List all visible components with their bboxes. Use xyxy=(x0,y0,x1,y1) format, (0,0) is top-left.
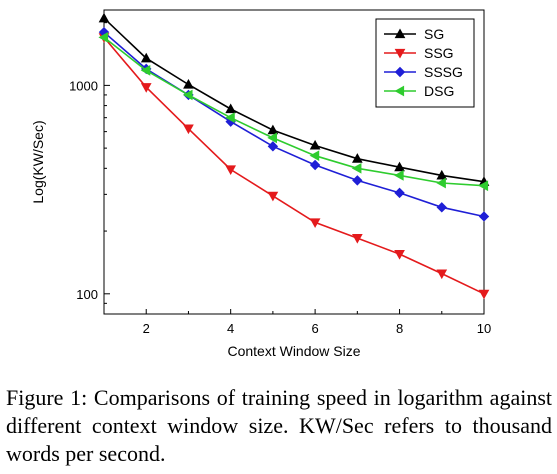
data-point xyxy=(140,65,151,76)
legend-marker xyxy=(394,66,406,78)
data-point xyxy=(140,83,152,93)
data-point xyxy=(394,170,404,181)
legend-item-sssg: SSSG xyxy=(384,64,463,80)
figure-caption: Figure 1: Comparisons of training speed … xyxy=(6,385,552,466)
data-point xyxy=(225,103,237,114)
axis-ticks: 2 4 6 8 10 100 1000 xyxy=(69,22,491,336)
data-point xyxy=(352,175,363,186)
data-point xyxy=(267,132,277,144)
data-point xyxy=(351,153,363,163)
data-point xyxy=(394,250,405,260)
series-dsg xyxy=(98,32,489,192)
y-axis-label: Log(KW/Sec) xyxy=(30,120,46,203)
data-point xyxy=(394,187,405,199)
legend-item-dsg: DSG xyxy=(384,83,454,99)
data-point xyxy=(351,234,363,244)
data-series xyxy=(98,12,490,300)
series-line xyxy=(103,17,485,183)
data-point xyxy=(309,139,321,150)
data-point xyxy=(478,211,490,222)
data-point xyxy=(309,159,321,171)
series-ssg xyxy=(98,33,490,300)
data-point xyxy=(183,124,194,135)
legend-label: SG xyxy=(424,26,444,42)
series-line xyxy=(103,36,485,295)
data-point xyxy=(436,169,448,180)
data-point xyxy=(436,177,446,189)
legend-item-ssg: SSG xyxy=(384,45,454,61)
series-line xyxy=(103,36,485,187)
data-point xyxy=(140,52,152,63)
data-point xyxy=(98,12,110,23)
legend-item-sg: SG xyxy=(384,26,444,42)
data-point xyxy=(436,202,447,213)
data-point xyxy=(182,89,193,101)
data-point xyxy=(309,150,320,162)
data-point xyxy=(478,180,489,192)
legend-label: SSSG xyxy=(424,64,463,80)
data-point xyxy=(183,78,194,89)
plot-frame xyxy=(103,9,485,315)
x-tick-label: 4 xyxy=(227,321,234,336)
x-tick-label: 2 xyxy=(143,321,150,336)
data-point xyxy=(351,162,362,174)
legend-label: DSG xyxy=(424,83,454,99)
line-chart: 2 4 6 8 10 100 1000 Context Window Size Log(KW… xyxy=(30,9,491,359)
x-tick-label: 10 xyxy=(477,321,491,336)
x-tick-label: 6 xyxy=(311,321,318,336)
data-point xyxy=(225,112,235,124)
data-point xyxy=(478,289,490,300)
data-point xyxy=(394,161,405,172)
y-tick-label: 100 xyxy=(76,287,98,302)
data-point xyxy=(267,141,279,152)
legend-marker xyxy=(394,28,406,39)
legend-label: SSG xyxy=(424,45,454,61)
data-point xyxy=(309,218,321,228)
x-axis-label: Context Window Size xyxy=(227,343,360,359)
x-tick-label: 8 xyxy=(396,321,403,336)
legend: SG SSG SSSG DSG xyxy=(375,18,475,108)
legend-marker xyxy=(394,85,405,97)
data-point xyxy=(225,165,237,175)
data-point xyxy=(267,124,279,135)
data-point xyxy=(98,32,109,43)
data-point xyxy=(267,191,279,202)
data-point xyxy=(436,269,448,280)
y-tick-label: 1000 xyxy=(69,78,98,93)
legend-marker xyxy=(394,48,406,59)
